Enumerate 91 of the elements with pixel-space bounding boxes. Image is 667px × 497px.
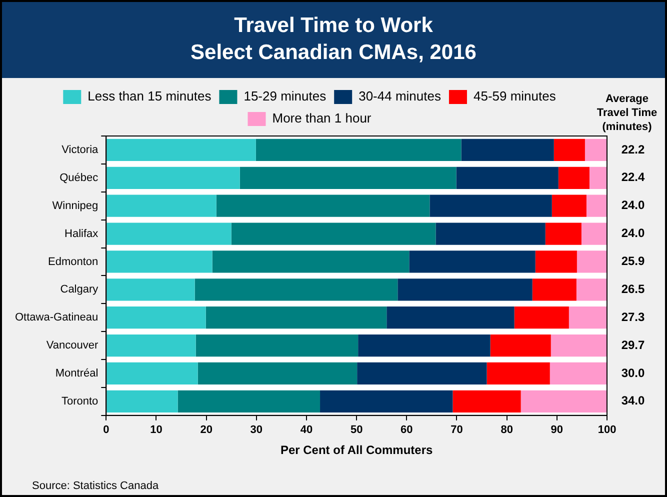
bar — [386, 306, 514, 329]
bar — [409, 250, 536, 273]
text: 29.7 — [621, 338, 645, 352]
y-tick-label: Montréal — [55, 368, 98, 380]
bar — [357, 362, 487, 385]
bar — [320, 390, 453, 412]
bar — [231, 222, 436, 245]
bar — [576, 278, 606, 301]
bar — [452, 390, 521, 412]
bar — [358, 334, 490, 357]
bar — [589, 166, 607, 189]
bar — [584, 138, 607, 162]
bar — [586, 194, 607, 217]
legend-label: 45-59 minutes — [473, 88, 556, 104]
y-tick-label: Halifax — [64, 228, 99, 240]
chart-subtitle: Select Canadian CMAs, 2016 — [190, 40, 478, 66]
y-tick-label: Québec — [60, 172, 99, 184]
x-tick-label: 50 — [350, 424, 363, 436]
text: 26.5 — [621, 282, 645, 296]
text: 30.0 — [621, 366, 645, 380]
bar — [398, 278, 532, 301]
bar — [212, 250, 410, 273]
bar — [576, 250, 607, 273]
legend-label: 30-44 minutes — [358, 88, 442, 104]
y-tick-label: Edmonton — [48, 256, 98, 268]
bar — [581, 222, 607, 245]
y-tick-label: Toronto — [61, 395, 98, 408]
bar — [106, 334, 196, 357]
bar — [106, 138, 256, 162]
bar — [430, 194, 552, 217]
source-note: Source: Statistics Canada — [32, 480, 159, 492]
y-tick-label: Victoria — [62, 144, 100, 156]
bar — [550, 362, 607, 385]
bar — [216, 194, 430, 217]
bar — [194, 278, 398, 301]
x-tick-label: 70 — [450, 424, 463, 436]
bar — [490, 334, 551, 357]
bar — [178, 390, 320, 412]
bar — [545, 222, 582, 245]
x-axis-title: Per Cent of All Commuters — [280, 443, 434, 458]
bar — [106, 194, 216, 217]
bar — [196, 334, 358, 357]
bar — [558, 166, 590, 189]
bar — [198, 362, 358, 385]
y-tick-label: Calgary — [60, 284, 99, 296]
x-tick-label: 80 — [500, 424, 513, 436]
text: 24.0 — [621, 198, 645, 212]
bar — [456, 166, 558, 189]
y-tick-label: Winnipeg — [52, 200, 98, 212]
bar — [554, 138, 585, 162]
y-tick-label: Ottawa-Gatineau — [15, 312, 98, 324]
text: 22.2 — [621, 142, 645, 156]
bar — [106, 362, 198, 385]
bar — [568, 306, 607, 329]
y-tick-label: Vancouver — [46, 340, 98, 352]
legend-label: More than 1 hour — [272, 110, 372, 126]
bar — [550, 334, 607, 357]
bar — [535, 250, 577, 273]
bar — [486, 362, 550, 385]
x-tick-label: 20 — [200, 424, 212, 436]
text: 25.9 — [621, 254, 645, 268]
x-tick-label: 40 — [300, 424, 313, 436]
text: 22.4 — [621, 170, 645, 184]
legend-label: Less than 15 minutes — [88, 88, 212, 104]
bar — [520, 390, 607, 412]
bar — [106, 166, 240, 189]
text: Average Travel Time (minutes) — [596, 92, 658, 134]
legend-label: 15-29 minutes — [244, 88, 327, 104]
bar — [206, 306, 387, 329]
bar — [106, 222, 232, 245]
x-tick-label: 90 — [550, 424, 564, 436]
bar — [240, 166, 456, 189]
bar — [106, 306, 206, 329]
x-tick-label: 60 — [400, 424, 413, 436]
text: 24.0 — [621, 226, 645, 240]
x-tick-label: 0 — [103, 424, 110, 436]
bar — [461, 138, 554, 162]
x-tick-label: 100 — [598, 424, 616, 436]
bar — [552, 194, 586, 217]
chart-title: Travel Time to Work — [233, 13, 434, 39]
bar — [256, 138, 462, 162]
bar — [106, 278, 195, 301]
bar — [514, 306, 569, 329]
bar — [532, 278, 576, 301]
bar — [436, 222, 546, 245]
text: 27.3 — [621, 310, 645, 324]
x-tick-label: 30 — [250, 424, 263, 436]
bar — [106, 390, 178, 412]
bar — [106, 250, 212, 273]
x-tick-label: 10 — [150, 424, 162, 436]
text: 34.0 — [621, 394, 645, 408]
